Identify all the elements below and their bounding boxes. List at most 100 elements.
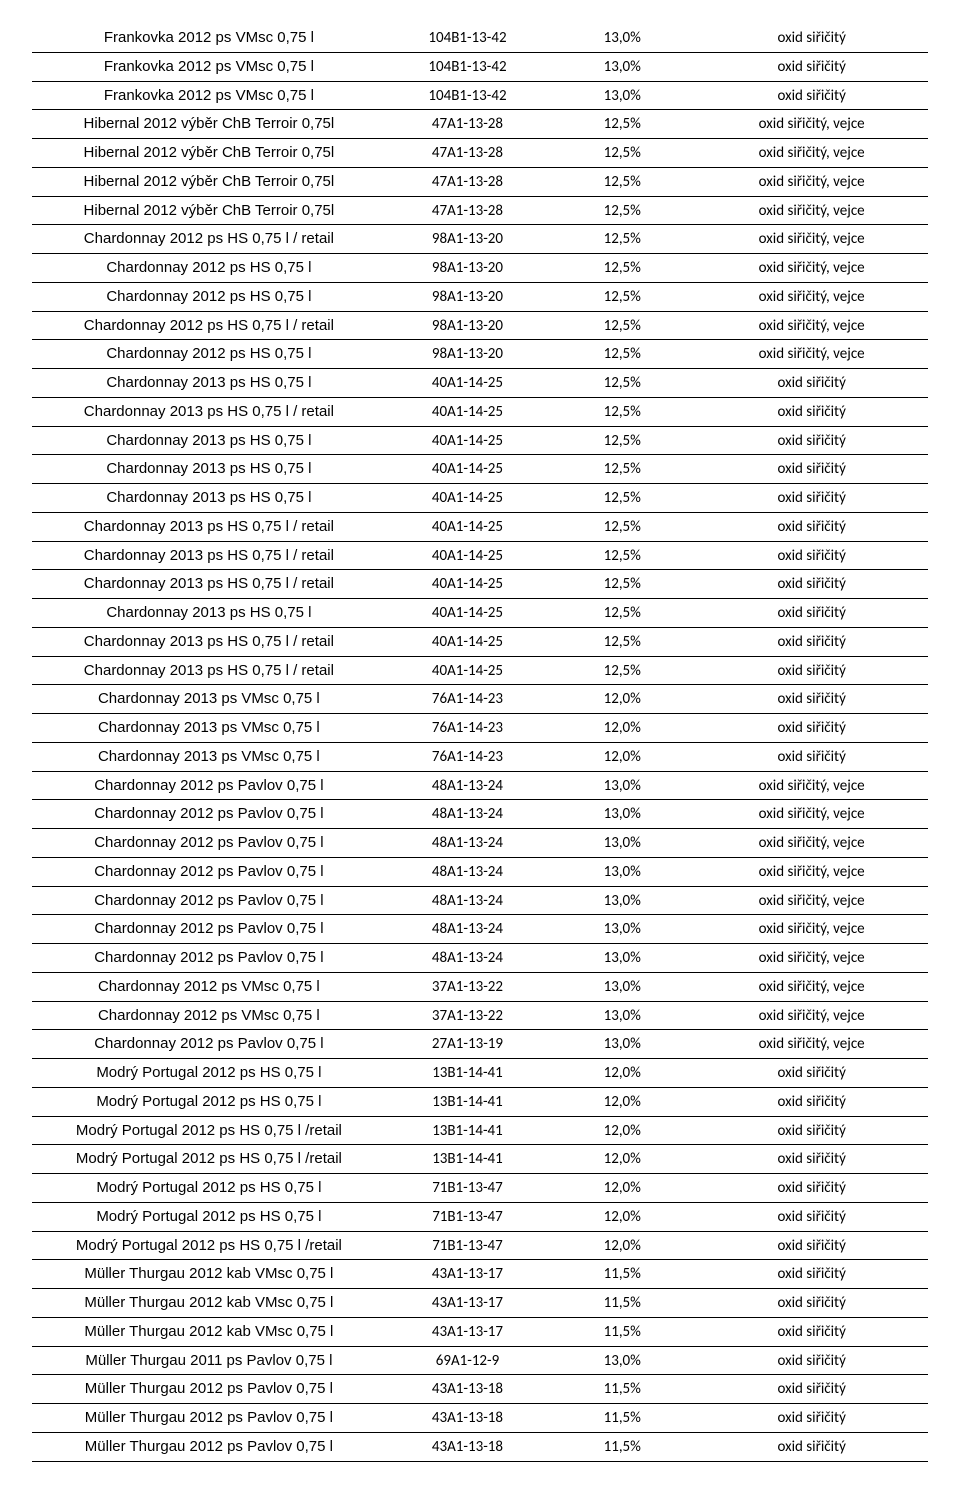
allergen-note-cell: oxid siřičitý bbox=[695, 742, 928, 771]
alcohol-percent-cell: 12,5% bbox=[549, 455, 695, 484]
alcohol-percent-cell: 12,5% bbox=[549, 311, 695, 340]
table-row: Chardonnay 2012 ps Pavlov 0,75 l27A1-13-… bbox=[32, 1030, 928, 1059]
batch-code-cell: 104B1-13-42 bbox=[386, 52, 549, 81]
table-row: Frankovka 2012 ps VMsc 0,75 l104B1-13-42… bbox=[32, 81, 928, 110]
wine-name-cell: Hibernal 2012 výběr ChB Terroir 0,75l bbox=[32, 139, 386, 168]
alcohol-percent-cell: 12,0% bbox=[549, 742, 695, 771]
alcohol-percent-cell: 12,5% bbox=[549, 484, 695, 513]
alcohol-percent-cell: 12,5% bbox=[549, 570, 695, 599]
alcohol-percent-cell: 12,5% bbox=[549, 541, 695, 570]
alcohol-percent-cell: 12,0% bbox=[549, 685, 695, 714]
batch-code-cell: 43A1-13-18 bbox=[386, 1375, 549, 1404]
table-row: Müller Thurgau 2011 ps Pavlov 0,75 l69A1… bbox=[32, 1346, 928, 1375]
batch-code-cell: 43A1-13-18 bbox=[386, 1432, 549, 1461]
batch-code-cell: 40A1-14-25 bbox=[386, 426, 549, 455]
table-row: Hibernal 2012 výběr ChB Terroir 0,75l47A… bbox=[32, 196, 928, 225]
allergen-note-cell: oxid siřičitý bbox=[695, 1289, 928, 1318]
table-row: Chardonnay 2012 ps Pavlov 0,75 l48A1-13-… bbox=[32, 857, 928, 886]
table-row: Müller Thurgau 2012 kab VMsc 0,75 l43A1-… bbox=[32, 1317, 928, 1346]
batch-code-cell: 47A1-13-28 bbox=[386, 139, 549, 168]
table-row: Modrý Portugal 2012 ps HS 0,75 l71B1-13-… bbox=[32, 1202, 928, 1231]
batch-code-cell: 48A1-13-24 bbox=[386, 829, 549, 858]
allergen-note-cell: oxid siřičitý, vejce bbox=[695, 225, 928, 254]
batch-code-cell: 40A1-14-25 bbox=[386, 627, 549, 656]
table-row: Modrý Portugal 2012 ps HS 0,75 l13B1-14-… bbox=[32, 1087, 928, 1116]
batch-code-cell: 48A1-13-24 bbox=[386, 915, 549, 944]
batch-code-cell: 37A1-13-22 bbox=[386, 1001, 549, 1030]
batch-code-cell: 47A1-13-28 bbox=[386, 167, 549, 196]
table-row: Chardonnay 2012 ps HS 0,75 l98A1-13-2012… bbox=[32, 340, 928, 369]
wine-name-cell: Chardonnay 2012 ps HS 0,75 l bbox=[32, 282, 386, 311]
allergen-note-cell: oxid siřičitý, vejce bbox=[695, 139, 928, 168]
alcohol-percent-cell: 13,0% bbox=[549, 771, 695, 800]
allergen-note-cell: oxid siřičitý, vejce bbox=[695, 915, 928, 944]
table-row: Chardonnay 2013 ps HS 0,75 l40A1-14-2512… bbox=[32, 369, 928, 398]
wine-name-cell: Chardonnay 2012 ps VMsc 0,75 l bbox=[32, 972, 386, 1001]
batch-code-cell: 43A1-13-17 bbox=[386, 1289, 549, 1318]
wine-name-cell: Frankovka 2012 ps VMsc 0,75 l bbox=[32, 52, 386, 81]
allergen-note-cell: oxid siřičitý bbox=[695, 1317, 928, 1346]
allergen-note-cell: oxid siřičitý bbox=[695, 397, 928, 426]
alcohol-percent-cell: 11,5% bbox=[549, 1375, 695, 1404]
allergen-note-cell: oxid siřičitý bbox=[695, 1231, 928, 1260]
batch-code-cell: 98A1-13-20 bbox=[386, 311, 549, 340]
wine-name-cell: Frankovka 2012 ps VMsc 0,75 l bbox=[32, 24, 386, 52]
wine-name-cell: Chardonnay 2012 ps HS 0,75 l / retail bbox=[32, 311, 386, 340]
table-row: Chardonnay 2012 ps Pavlov 0,75 l48A1-13-… bbox=[32, 771, 928, 800]
alcohol-percent-cell: 12,5% bbox=[549, 340, 695, 369]
table-row: Chardonnay 2013 ps VMsc 0,75 l76A1-14-23… bbox=[32, 714, 928, 743]
batch-code-cell: 40A1-14-25 bbox=[386, 369, 549, 398]
wine-name-cell: Chardonnay 2012 ps Pavlov 0,75 l bbox=[32, 944, 386, 973]
wine-name-cell: Chardonnay 2013 ps VMsc 0,75 l bbox=[32, 742, 386, 771]
table-row: Chardonnay 2013 ps HS 0,75 l / retail40A… bbox=[32, 570, 928, 599]
allergen-note-cell: oxid siřičitý bbox=[695, 455, 928, 484]
wine-name-cell: Modrý Portugal 2012 ps HS 0,75 l /retail bbox=[32, 1231, 386, 1260]
batch-code-cell: 48A1-13-24 bbox=[386, 857, 549, 886]
wine-name-cell: Chardonnay 2013 ps HS 0,75 l bbox=[32, 369, 386, 398]
table-row: Chardonnay 2013 ps HS 0,75 l40A1-14-2512… bbox=[32, 426, 928, 455]
table-row: Müller Thurgau 2012 ps Pavlov 0,75 l43A1… bbox=[32, 1432, 928, 1461]
wine-name-cell: Chardonnay 2012 ps Pavlov 0,75 l bbox=[32, 857, 386, 886]
batch-code-cell: 40A1-14-25 bbox=[386, 570, 549, 599]
allergen-note-cell: oxid siřičitý, vejce bbox=[695, 972, 928, 1001]
batch-code-cell: 40A1-14-25 bbox=[386, 656, 549, 685]
wine-name-cell: Modrý Portugal 2012 ps HS 0,75 l bbox=[32, 1174, 386, 1203]
alcohol-percent-cell: 12,5% bbox=[549, 196, 695, 225]
alcohol-percent-cell: 12,5% bbox=[549, 599, 695, 628]
batch-code-cell: 40A1-14-25 bbox=[386, 455, 549, 484]
batch-code-cell: 76A1-14-23 bbox=[386, 685, 549, 714]
wine-name-cell: Hibernal 2012 výběr ChB Terroir 0,75l bbox=[32, 110, 386, 139]
alcohol-percent-cell: 12,0% bbox=[549, 1145, 695, 1174]
allergen-note-cell: oxid siřičitý bbox=[695, 1174, 928, 1203]
table-row: Müller Thurgau 2012 ps Pavlov 0,75 l43A1… bbox=[32, 1404, 928, 1433]
wine-name-cell: Chardonnay 2013 ps HS 0,75 l / retail bbox=[32, 656, 386, 685]
alcohol-percent-cell: 13,0% bbox=[549, 886, 695, 915]
batch-code-cell: 71B1-13-47 bbox=[386, 1202, 549, 1231]
table-row: Hibernal 2012 výběr ChB Terroir 0,75l47A… bbox=[32, 167, 928, 196]
wine-name-cell: Chardonnay 2013 ps HS 0,75 l / retail bbox=[32, 512, 386, 541]
wine-name-cell: Chardonnay 2012 ps HS 0,75 l bbox=[32, 340, 386, 369]
allergen-note-cell: oxid siřičitý bbox=[695, 1202, 928, 1231]
allergen-note-cell: oxid siřičitý, vejce bbox=[695, 829, 928, 858]
table-row: Chardonnay 2012 ps Pavlov 0,75 l48A1-13-… bbox=[32, 886, 928, 915]
allergen-note-cell: oxid siřičitý bbox=[695, 541, 928, 570]
alcohol-percent-cell: 13,0% bbox=[549, 800, 695, 829]
table-row: Chardonnay 2012 ps Pavlov 0,75 l48A1-13-… bbox=[32, 915, 928, 944]
batch-code-cell: 40A1-14-25 bbox=[386, 541, 549, 570]
allergen-note-cell: oxid siřičitý bbox=[695, 369, 928, 398]
allergen-note-cell: oxid siřičitý bbox=[695, 685, 928, 714]
table-row: Chardonnay 2012 ps HS 0,75 l / retail98A… bbox=[32, 311, 928, 340]
alcohol-percent-cell: 12,0% bbox=[549, 1202, 695, 1231]
wine-name-cell: Modrý Portugal 2012 ps HS 0,75 l bbox=[32, 1087, 386, 1116]
table-row: Chardonnay 2012 ps HS 0,75 l / retail98A… bbox=[32, 225, 928, 254]
alcohol-percent-cell: 13,0% bbox=[549, 857, 695, 886]
allergen-note-cell: oxid siřičitý, vejce bbox=[695, 311, 928, 340]
batch-code-cell: 69A1-12-9 bbox=[386, 1346, 549, 1375]
batch-code-cell: 37A1-13-22 bbox=[386, 972, 549, 1001]
alcohol-percent-cell: 12,5% bbox=[549, 369, 695, 398]
alcohol-percent-cell: 12,5% bbox=[549, 627, 695, 656]
table-row: Chardonnay 2013 ps VMsc 0,75 l76A1-14-23… bbox=[32, 685, 928, 714]
batch-code-cell: 71B1-13-47 bbox=[386, 1174, 549, 1203]
allergen-note-cell: oxid siřičitý bbox=[695, 1432, 928, 1461]
allergen-note-cell: oxid siřičitý, vejce bbox=[695, 282, 928, 311]
